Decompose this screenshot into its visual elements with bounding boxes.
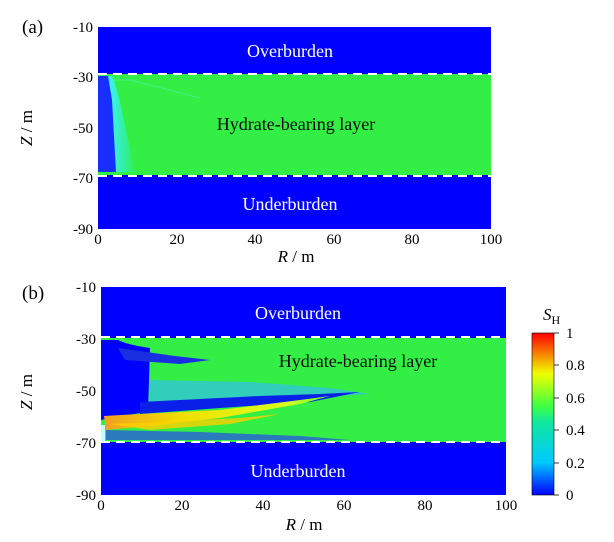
panel-a-xtick: 20 <box>170 232 185 248</box>
panel-a-xtick: 60 <box>327 232 342 248</box>
colorbar-title-main: S <box>543 305 552 324</box>
panel-a-xtick: 40 <box>248 232 263 248</box>
colorbar-tick-label: 0.4 <box>566 423 585 439</box>
panel-b-xlabel: R / m <box>285 515 323 534</box>
panel-b-layer-label: Hydrate-bearing layer <box>279 351 437 371</box>
panel-a-ylabel-var: Z <box>17 136 36 146</box>
panel-b-xtick: 40 <box>256 498 271 514</box>
panel-a-y-axis: -10 -30 -50 -70 -90 Z / m <box>17 20 93 238</box>
panel-a-xlabel-var: R <box>277 247 289 266</box>
colorbar: SH 1 0.8 0.6 0.4 0.2 0 <box>531 305 585 504</box>
panel-b-xlabel-var: R <box>285 515 297 534</box>
colorbar-ticks <box>554 332 559 496</box>
panel-b-ytick: -30 <box>76 332 96 348</box>
panel-a-overburden-label: Overburden <box>247 41 333 61</box>
colorbar-title-sub: H <box>552 313 561 327</box>
panel-a-ytick: -30 <box>73 70 93 86</box>
panel-b-xlabel-unit: / m <box>296 515 322 534</box>
panel-b-plot-area: Overburden Hydrate-bearing layer Underbu… <box>101 287 506 495</box>
panel-b-y-axis: -10 -30 -50 -70 -90 Z / m <box>17 280 96 504</box>
panel-a-xtick: 80 <box>405 232 420 248</box>
panel-b-secondary-hydrate-band <box>104 396 330 430</box>
panel-a-front-streak <box>112 79 201 99</box>
panel-a-layer-label: Hydrate-bearing layer <box>217 114 375 134</box>
panel-b-low-sh-band <box>140 392 360 414</box>
panel-b-x-axis: 0 20 40 60 80 100 R / m <box>97 498 517 534</box>
panel-b-ylabel: Z / m <box>17 374 36 410</box>
panel-b-ylabel-unit: / m <box>17 374 36 400</box>
panel-a-ytick: -70 <box>73 171 93 187</box>
panel-a-ytick: -50 <box>73 121 93 137</box>
panel-b-xtick: 60 <box>337 498 352 514</box>
panel-b-underburden-label: Underburden <box>251 461 346 481</box>
panel-b-ytick: -10 <box>76 280 96 296</box>
panel-a-ylabel: Z / m <box>17 110 36 146</box>
panel-a-x-axis: 0 20 40 60 80 100 R / m <box>94 232 502 266</box>
panel-a: (a) Overburden Hydrate-bearing layer Und… <box>17 17 502 266</box>
panel-a-xtick: 100 <box>480 232 503 248</box>
panel-a-ytick: -10 <box>73 20 93 36</box>
panel-b-label: (b) <box>22 283 44 304</box>
colorbar-gradient <box>531 332 555 496</box>
panel-b-ytick: -90 <box>76 488 96 504</box>
panel-b-ytick: -50 <box>76 384 96 400</box>
panel-a-ylabel-unit: / m <box>17 110 36 136</box>
panel-b-xtick: 100 <box>495 498 518 514</box>
panel-b: (b) Overburden Hydrate-bearing layer Und… <box>17 280 517 534</box>
colorbar-tick-label: 0.2 <box>566 456 585 472</box>
panel-b-upper-streak <box>118 348 210 364</box>
panel-b-ylabel-var: Z <box>17 400 36 410</box>
colorbar-title: SH <box>543 305 561 327</box>
panel-a-hydrate-layer <box>98 74 491 175</box>
panel-b-xtick: 80 <box>418 498 433 514</box>
panel-a-depleted-zone <box>98 76 116 172</box>
colorbar-tick-label: 0.8 <box>566 358 585 374</box>
panel-a-xtick: 0 <box>94 232 102 248</box>
panel-a-underburden-label: Underburden <box>243 194 338 214</box>
panel-b-xtick: 20 <box>175 498 190 514</box>
panel-b-overburden-label: Overburden <box>255 303 341 323</box>
panel-b-mid-streak <box>150 380 370 404</box>
panel-b-ytick: -70 <box>76 436 96 452</box>
colorbar-tick-label: 0 <box>566 488 574 504</box>
panel-b-band-core <box>110 414 280 430</box>
panel-b-wellbore <box>101 425 105 443</box>
panel-a-xlabel: R / m <box>277 247 315 266</box>
colorbar-tick-label: 0.6 <box>566 391 585 407</box>
panel-a-plot-area: Overburden Hydrate-bearing layer Underbu… <box>98 27 491 229</box>
panel-a-xlabel-unit: / m <box>288 247 314 266</box>
colorbar-tick-label: 1 <box>566 326 574 342</box>
panel-a-ytick: -90 <box>73 222 93 238</box>
panel-b-bottom-streak <box>106 430 350 440</box>
panel-b-xtick: 0 <box>97 498 105 514</box>
panel-a-label: (a) <box>22 17 43 38</box>
